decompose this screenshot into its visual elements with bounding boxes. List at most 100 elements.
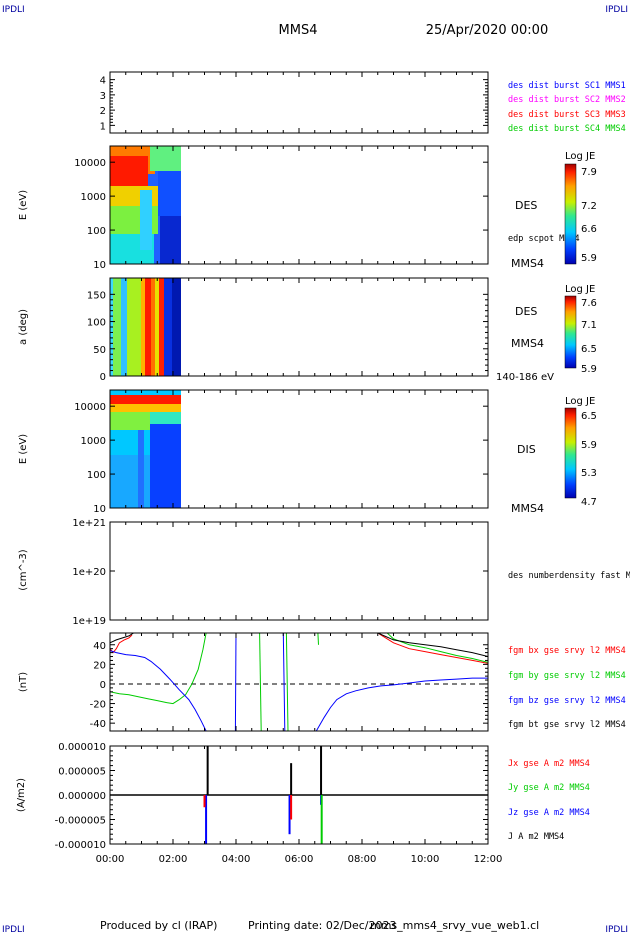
fgm-series-line-0: [110, 634, 133, 654]
dis-energy-cbar-tick-2: 5.9: [581, 440, 597, 451]
density-frame: [109, 521, 489, 621]
dis-energy-colorbar: [564, 407, 577, 499]
des-pitch-colorbar-title: Log JE: [565, 284, 595, 295]
corner-mark-bl: IPDLI: [2, 925, 25, 934]
des-energy-scpot-label: edp scpot MMS4: [508, 234, 580, 244]
fgm-legend-bz: fgm bz gse srvy l2 MMS4: [508, 696, 626, 706]
burst-legend-2: des dist burst SC2 MMS2: [508, 95, 626, 105]
des-pitch-heat-band-5: [145, 278, 151, 376]
footer-printing-date: Printing date: 02/Dec/2023: [248, 919, 397, 932]
xtick-label: 06:00: [285, 854, 314, 865]
current-yticks: -0.000010 -0.000005 0.000000 0.000005 0.0000…: [55, 742, 489, 851]
xtick-label: 12:00: [474, 854, 503, 865]
fgm-plot-area: [110, 633, 488, 731]
ytick-label: 4: [100, 76, 106, 87]
density-legend: des numberdensity fast M: [508, 571, 630, 581]
current-legend-jy: Jy gse A m2 MMS4: [508, 783, 590, 793]
ytick-label: 0.000005: [58, 767, 106, 778]
des-energy-cbar-tick-3: 6.6: [581, 224, 597, 235]
des-energy-heat-right-top: [150, 146, 181, 171]
burst-legend-3: des dist burst SC3 MMS3: [508, 110, 626, 120]
des-energy-heat-mid: [110, 186, 160, 206]
dis-energy-ylabel: E (eV): [18, 434, 29, 464]
des-pitch-cbar-tick-1: 7.6: [581, 298, 597, 309]
ytick-label: 10: [93, 504, 106, 515]
xtick-label: 04:00: [222, 854, 251, 865]
ytick-label: 1000: [81, 192, 106, 203]
dis-energy-colorbar-title: Log JE: [565, 396, 595, 407]
dis-energy-cbar-tick-1: 6.5: [581, 411, 597, 422]
panel-des-energy: 10 100 1000 10000 E (eV) DES edp scpot MMS4…: [18, 145, 597, 271]
des-energy-cbar-tick-1: 7.9: [581, 167, 597, 178]
ytick-label: 100: [87, 470, 106, 481]
ytick-label: 50: [93, 345, 106, 356]
des-pitch-heat-band-6: [151, 278, 155, 376]
des-energy-heat-right-mid: [158, 171, 181, 216]
des-pitch-heat-band-1: [113, 278, 121, 376]
ytick-label: -20: [90, 700, 106, 711]
ytick-label: 1000: [81, 436, 106, 447]
date-title: 25/Apr/2020 00:00: [426, 23, 548, 38]
panel-burst: 1 2 3 4 des dist burst SC1 MMS1 des dist bu…: [100, 71, 626, 134]
fgm-series-line-3: [110, 633, 134, 644]
dis-energy-heat-upper: [110, 404, 181, 412]
des-pitch-heat-band-8: [159, 278, 164, 376]
ytick-label: 0.000000: [58, 791, 106, 802]
ytick-label: 1e+20: [72, 567, 106, 578]
fgm-series-line-2: [282, 633, 286, 731]
current-legend-j: J A m2 MMS4: [508, 832, 564, 842]
des-energy-label: DES: [515, 199, 537, 212]
ytick-label: -0.000010: [55, 840, 106, 851]
des-pitch-cbar-tick-3: 6.5: [581, 344, 597, 355]
density-yticks: 1e+19 1e+20 1e+21: [72, 518, 489, 627]
dis-energy-heatmap: [110, 390, 181, 508]
dis-energy-yticks: 10 100 1000 10000: [74, 390, 489, 515]
des-pitch-ylabel: a (deg): [18, 309, 29, 345]
ytick-label: 2: [100, 106, 106, 117]
xtick-label: 10:00: [411, 854, 440, 865]
des-pitch-energy-range: 140-186 eV: [496, 372, 554, 383]
des-energy-sc-label: MMS4: [511, 257, 544, 270]
ytick-label: 1: [100, 121, 106, 132]
dis-energy-sc-label: MMS4: [511, 502, 544, 515]
density-ylabel: (cm^-3): [18, 549, 29, 590]
fgm-legend-bx: fgm bx gse srvy l2 MMS4: [508, 646, 626, 656]
des-pitch-heatmap: [110, 278, 181, 376]
ytick-label: 0.000010: [58, 742, 106, 753]
dis-energy-cbar-tick-4: 4.7: [581, 497, 597, 508]
ytick-label: 1e+19: [72, 616, 106, 627]
dis-energy-heat-mid: [110, 412, 150, 430]
des-energy-yticks: 10 100 1000 10000: [74, 146, 489, 271]
des-pitch-sc-label: MMS4: [511, 337, 544, 350]
burst-legend-1: des dist burst SC1 MMS1: [508, 81, 626, 91]
des-pitch-yticks: 0 50 100 150: [87, 278, 489, 383]
fgm-series-line-1: [110, 633, 207, 705]
current-lines: [110, 746, 488, 844]
panel-des-pitch: 0 50 100 150 a (deg) DES MMS4 140-186 eV Lo…: [18, 277, 597, 383]
xtick-label: 08:00: [348, 854, 377, 865]
dis-energy-heat-streak: [138, 430, 144, 508]
des-pitch-heat-band-10: [172, 278, 181, 376]
panel-dis-energy: 10 100 1000 10000 E (eV) DIS MMS4 Log JE 6.…: [18, 389, 597, 515]
fgm-yticks: -40 -20 0 20 40: [90, 633, 489, 731]
des-pitch-heat-band-4: [141, 278, 145, 376]
ytick-label: -40: [90, 719, 106, 730]
footer-produced: Produced by cl (IRAP): [100, 919, 217, 932]
corner-mark-tr: IPDLI: [605, 5, 628, 15]
des-pitch-heat-band-3: [127, 278, 141, 376]
fgm-series-line-0: [377, 633, 488, 664]
des-energy-colorbar: [564, 163, 577, 265]
des-energy-ylabel: E (eV): [18, 190, 29, 220]
panel-density: 1e+19 1e+20 1e+21 (cm^-3) des numberdensit…: [18, 518, 630, 627]
dis-energy-label: DIS: [517, 443, 536, 456]
des-energy-heat-streak: [140, 190, 152, 250]
fgm-series-line-3: [377, 633, 488, 657]
ytick-label: 3: [100, 91, 106, 102]
fgm-lines: [110, 633, 488, 731]
dis-energy-heat-top: [110, 395, 181, 404]
fgm-series-line-1: [386, 633, 488, 663]
current-legend-jx: Jx gse A m2 MMS4: [508, 759, 590, 769]
fgm-series-line-2: [110, 650, 207, 731]
ytick-label: 0: [100, 680, 106, 691]
